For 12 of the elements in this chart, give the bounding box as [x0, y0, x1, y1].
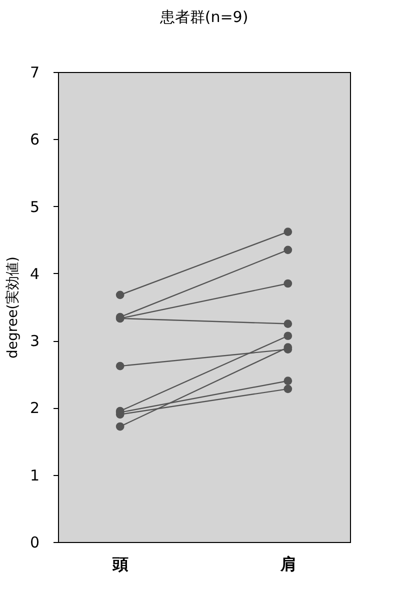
y-tick-label: 7 [30, 64, 40, 82]
y-tick-label: 2 [30, 399, 40, 418]
y-tick-label: 3 [30, 332, 40, 350]
x-tick-label: 肩 [279, 554, 296, 574]
x-tick-label: 頭 [112, 554, 129, 574]
y-tick-label: 5 [30, 198, 40, 216]
y-axis-title: degree(実効値) [4, 256, 21, 358]
y-tick-label: 6 [30, 130, 40, 149]
chart-title: 患者群(n=9) [158, 8, 248, 26]
y-tick-label: 1 [30, 466, 40, 484]
y-tick-label: 0 [30, 534, 40, 552]
y-tick-label: 4 [30, 264, 40, 283]
